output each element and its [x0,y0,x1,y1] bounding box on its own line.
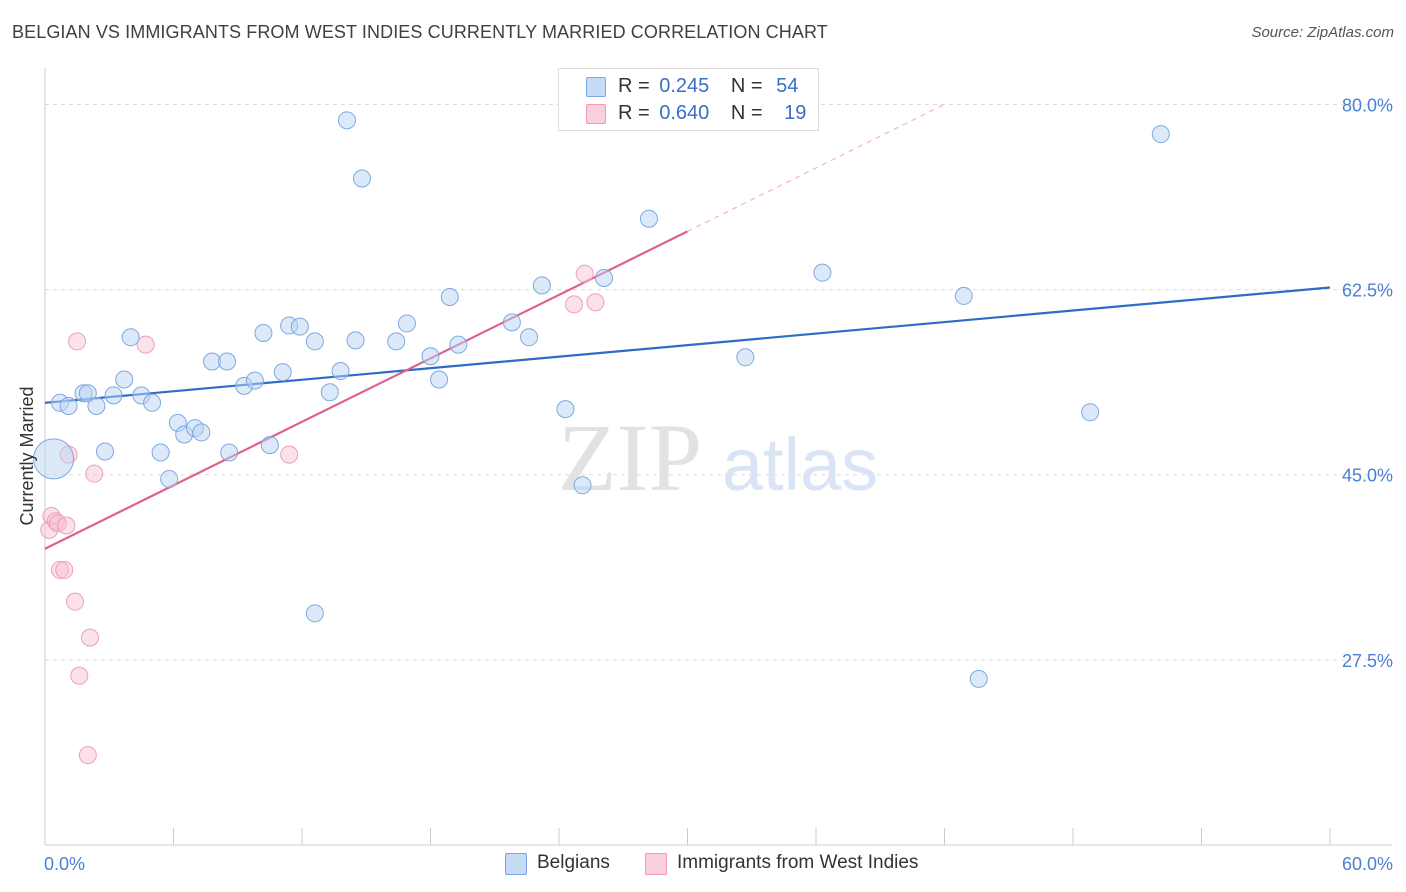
point-west-indies [65,592,84,611]
legend-r-label: R = [618,102,650,124]
point-belgians [78,384,97,403]
legend-n-label: N = [730,102,763,124]
point-belgians [954,286,973,305]
point-belgians [203,352,222,371]
legend-r-value-west-indies: 0.640 [659,102,710,124]
bottom-legend-swatch-west-indies [645,853,667,875]
trend-line-west-indies [44,230,688,550]
point-belgians [245,371,264,390]
legend-swatch-west-indies [586,104,606,124]
point-belgians [305,604,324,623]
point-belgians [502,313,521,332]
bottom-legend-label-belgians: Belgians [537,852,610,873]
point-belgians [520,328,539,347]
point-belgians [192,423,211,442]
y-axis-label: Currently Married [17,386,37,525]
point-west-indies [586,293,605,312]
legend-n-value-belgians: 54 [776,75,799,97]
y-tick-label: 62.5% [1342,281,1393,301]
point-belgians [556,400,575,419]
point-belgians [440,287,459,306]
grid [45,103,1392,661]
bottom-legend-label-west-indies: Immigrants from West Indies [677,852,919,873]
point-belgians [1081,403,1100,422]
point-west-indies [564,295,583,314]
legend-r-label: R = [618,75,650,97]
y-tick-label: 80.0% [1342,95,1393,115]
point-belgians [639,209,658,228]
x-tick-label-min: 0.0% [44,854,85,874]
point-belgians [736,348,755,367]
y-tick-label: 45.0% [1342,466,1393,486]
point-belgians [273,363,292,382]
point-belgians [121,328,140,347]
point-belgians [594,268,613,287]
point-west-indies [57,516,76,535]
point-belgians [397,314,416,333]
point-west-indies [46,512,65,531]
bottom-legend-swatch-belgians [505,853,527,875]
point-belgians [346,331,365,350]
point-belgians [33,438,75,480]
point-belgians [337,111,356,130]
point-west-indies [78,746,97,765]
points-belgians [33,111,1170,688]
point-west-indies [50,560,69,579]
point-belgians [59,396,78,415]
point-belgians [305,332,324,351]
point-west-indies [136,335,155,354]
point-west-indies [68,332,87,351]
source-label: Source: ZipAtlas.com [1251,24,1394,41]
x-tick-label-max: 60.0% [1342,854,1393,874]
point-belgians [421,347,440,366]
watermark: ZIP atlas [558,404,878,511]
point-west-indies [575,264,594,283]
point-belgians [160,469,179,488]
watermark-atlas: atlas [722,423,878,506]
legend-r-value-belgians: 0.245 [659,75,710,97]
point-belgians [260,436,279,455]
point-belgians [813,263,832,282]
point-belgians [430,370,449,389]
point-belgians [115,370,134,389]
legend-n-value-west-indies: 19 [784,102,807,124]
chart-title: BELGIAN VS IMMIGRANTS FROM WEST INDIES C… [12,22,828,42]
point-belgians [254,323,273,342]
point-belgians [573,476,592,495]
point-belgians [104,386,123,405]
y-tick-label: 27.5% [1342,651,1393,671]
legend-n-label: N = [730,75,763,97]
point-west-indies [85,464,104,483]
point-belgians [87,396,106,415]
point-west-indies [70,666,89,685]
correlation-legend: R = 0.245 N = 54 R = 0.640 N = 19 [558,68,819,131]
point-belgians [290,317,309,336]
point-belgians [532,276,551,295]
trend-line-west-indies-extension [687,103,945,232]
point-belgians [969,669,988,688]
point-west-indies [80,628,99,647]
point-belgians [387,332,406,351]
point-belgians [320,383,339,402]
point-belgians [151,443,170,462]
point-belgians [1151,125,1170,144]
watermark-zip: ZIP [558,404,702,511]
point-belgians [331,362,350,381]
point-belgians [143,393,162,412]
axes [44,68,1392,846]
legend-swatch-belgians [586,77,606,97]
point-west-indies [55,560,74,579]
point-belgians [352,169,371,188]
point-belgians [218,352,237,371]
point-belgians [449,335,468,354]
point-west-indies [280,445,299,464]
point-belgians [220,443,239,462]
axis-labels: 27.5% 45.0% 62.5% 80.0% 0.0% 60.0% Currently M… [17,95,1393,874]
point-belgians [95,442,114,461]
